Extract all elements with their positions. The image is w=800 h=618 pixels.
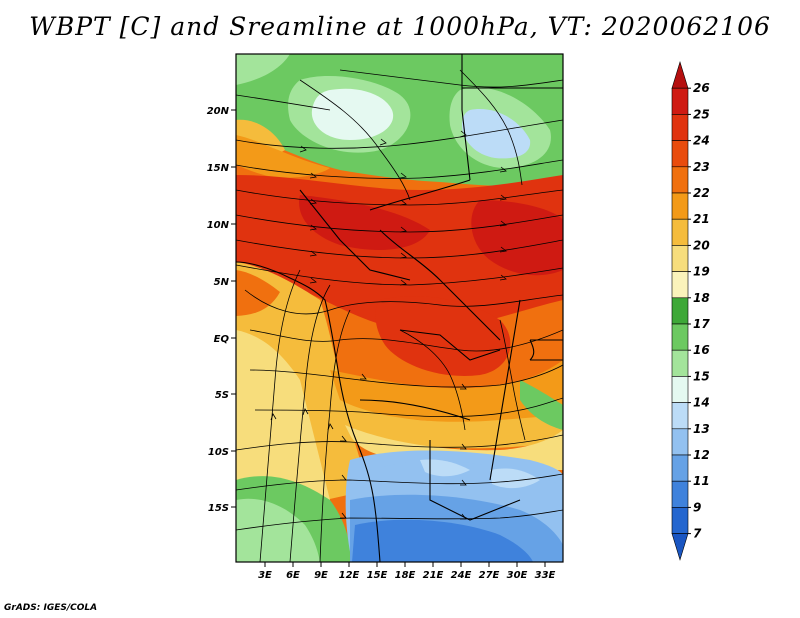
- colorbar-swatch: [671, 87, 689, 115]
- colorbar-label: 22: [693, 186, 710, 200]
- lon-label: 12E: [339, 570, 360, 581]
- colorbar: 26 25 24 23 22 21 20 19 18 17 16 15 14 13 12 11 9 7: [671, 60, 710, 561]
- colorbar-swatch: [671, 349, 689, 377]
- lon-label: 15E: [367, 570, 388, 581]
- colorbar-label: 25: [693, 107, 710, 121]
- wbpt-shading: [236, 54, 563, 562]
- lon-axis: 3E 6E 9E 12E 15E 18E 21E 24E 27E 30E 33E: [258, 562, 556, 581]
- colorbar-swatch: [671, 323, 689, 351]
- colorbar-swatch: [671, 192, 689, 220]
- colorbar-label: 16: [693, 343, 710, 357]
- map-frame: [235, 53, 564, 563]
- colorbar-label: 13: [693, 422, 710, 436]
- colorbar-swatch: [671, 507, 689, 534]
- colorbar-label: 19: [693, 265, 710, 279]
- colorbar-label: 11: [693, 474, 710, 488]
- lat-axis: 20N 15N 10N 5N EQ 5S 10S 15S: [207, 106, 236, 514]
- lat-label: 5N: [214, 277, 230, 288]
- colorbar-swatch: [671, 533, 689, 561]
- colorbar-label: 18: [693, 291, 710, 305]
- lon-label: 27E: [479, 570, 500, 581]
- grads-credit: GrADS: IGES/COLA: [4, 603, 98, 613]
- colorbar-swatch: [671, 428, 689, 456]
- lat-label: 15S: [208, 503, 229, 514]
- colorbar-swatch: [671, 454, 689, 482]
- colorbar-swatch: [671, 271, 689, 299]
- colorbar-label: 7: [693, 527, 702, 541]
- colorbar-label: 26: [693, 81, 710, 95]
- lat-label: EQ: [214, 334, 230, 345]
- colorbar-swatch: [671, 480, 689, 508]
- lon-label: 33E: [535, 570, 556, 581]
- colorbar-label: 15: [693, 369, 710, 383]
- colorbar-swatch: [671, 60, 689, 89]
- colorbar-swatch: [671, 166, 689, 194]
- colorbar-swatch: [671, 402, 689, 430]
- lon-label: 9E: [314, 570, 328, 581]
- colorbar-swatch: [671, 114, 689, 141]
- page-title: WBPT [C] and Sreamline at 1000hPa, VT: 2…: [29, 12, 771, 41]
- lat-label: 10S: [208, 447, 229, 458]
- colorbar-swatch: [671, 245, 689, 272]
- lon-label: 6E: [286, 570, 300, 581]
- colorbar-label: 24: [693, 134, 710, 148]
- lon-label: 24E: [451, 570, 472, 581]
- colorbar-swatch: [671, 218, 689, 246]
- coastlines-borders: [236, 54, 563, 562]
- colorbar-label: 12: [693, 448, 710, 462]
- colorbar-label: 21: [693, 212, 710, 226]
- colorbar-label: 20: [693, 238, 710, 252]
- colorbar-label: 9: [693, 500, 701, 514]
- lon-label: 30E: [507, 570, 528, 581]
- lon-label: 3E: [258, 570, 272, 581]
- lon-label: 18E: [395, 570, 416, 581]
- lon-label: 21E: [423, 570, 444, 581]
- colorbar-swatch: [671, 376, 689, 403]
- colorbar-label: 14: [693, 396, 710, 410]
- lat-label: 15N: [207, 163, 230, 174]
- streamlines: [236, 69, 563, 562]
- lat-label: 5S: [215, 390, 229, 401]
- colorbar-swatch: [671, 297, 689, 325]
- colorbar-label: 23: [693, 160, 710, 174]
- lat-label: 10N: [207, 220, 230, 231]
- colorbar-swatch: [671, 140, 689, 168]
- colorbar-label: 17: [693, 317, 710, 331]
- lat-label: 20N: [207, 106, 230, 117]
